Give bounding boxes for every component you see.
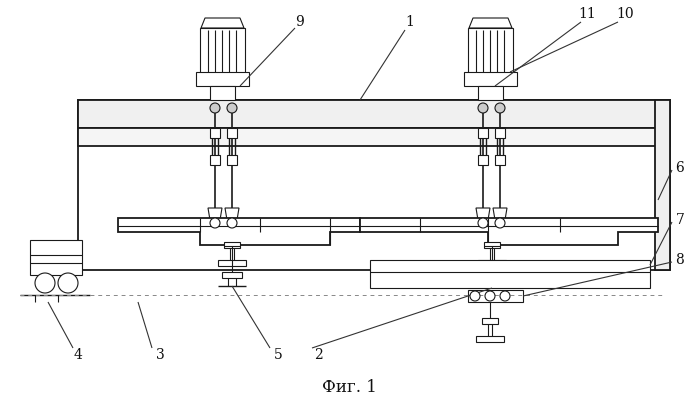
Text: 4: 4 bbox=[73, 348, 82, 362]
Circle shape bbox=[470, 291, 480, 301]
Circle shape bbox=[210, 103, 220, 113]
Bar bbox=[370, 260, 650, 288]
Text: 5: 5 bbox=[273, 348, 282, 362]
Polygon shape bbox=[478, 260, 506, 266]
Text: 1: 1 bbox=[405, 15, 415, 29]
Text: Фиг. 1: Фиг. 1 bbox=[322, 379, 377, 396]
Bar bbox=[224, 242, 240, 248]
Polygon shape bbox=[360, 218, 658, 245]
Bar bbox=[464, 72, 517, 86]
Bar bbox=[495, 128, 505, 138]
Circle shape bbox=[478, 218, 488, 228]
Bar bbox=[210, 155, 220, 165]
Circle shape bbox=[210, 218, 220, 228]
Bar bbox=[478, 86, 503, 100]
Polygon shape bbox=[476, 208, 490, 220]
Text: 2: 2 bbox=[314, 348, 322, 362]
Bar bbox=[210, 86, 235, 100]
Bar bbox=[227, 155, 237, 165]
Bar bbox=[78, 100, 670, 128]
Polygon shape bbox=[218, 260, 246, 266]
Bar bbox=[478, 155, 488, 165]
Bar bbox=[484, 242, 500, 248]
Polygon shape bbox=[225, 208, 239, 220]
Circle shape bbox=[227, 218, 237, 228]
Bar bbox=[482, 318, 498, 324]
Bar bbox=[495, 155, 505, 165]
Bar bbox=[227, 128, 237, 138]
Polygon shape bbox=[208, 208, 222, 220]
Polygon shape bbox=[201, 18, 244, 28]
Bar bbox=[468, 290, 523, 302]
Circle shape bbox=[500, 291, 510, 301]
Polygon shape bbox=[469, 18, 512, 28]
Circle shape bbox=[485, 291, 495, 301]
Bar bbox=[468, 28, 513, 73]
Polygon shape bbox=[476, 336, 504, 342]
Circle shape bbox=[495, 218, 505, 228]
Circle shape bbox=[478, 103, 488, 113]
Circle shape bbox=[58, 273, 78, 293]
Circle shape bbox=[495, 103, 505, 113]
Text: 9: 9 bbox=[296, 15, 304, 29]
Text: 10: 10 bbox=[617, 7, 634, 21]
Bar bbox=[210, 128, 220, 138]
Polygon shape bbox=[493, 208, 507, 220]
Text: 7: 7 bbox=[675, 213, 684, 227]
Bar bbox=[196, 72, 249, 86]
Bar bbox=[655, 100, 670, 270]
Circle shape bbox=[227, 103, 237, 113]
Bar bbox=[222, 272, 242, 278]
Text: 8: 8 bbox=[676, 253, 684, 267]
Bar bbox=[78, 100, 670, 270]
Bar bbox=[482, 272, 502, 278]
Text: 11: 11 bbox=[578, 7, 596, 21]
Bar bbox=[78, 128, 670, 146]
Bar bbox=[478, 128, 488, 138]
Bar bbox=[30, 240, 82, 275]
Text: 6: 6 bbox=[676, 161, 684, 175]
Polygon shape bbox=[118, 218, 360, 245]
Circle shape bbox=[35, 273, 55, 293]
Text: 3: 3 bbox=[156, 348, 164, 362]
Bar bbox=[200, 28, 245, 73]
